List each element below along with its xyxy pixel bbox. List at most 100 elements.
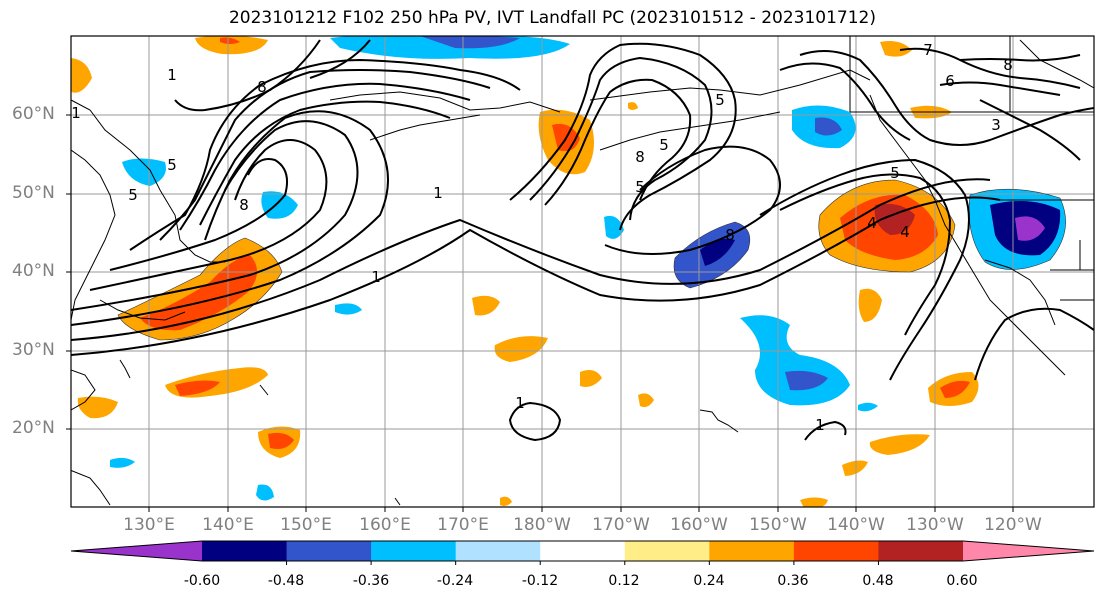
- colorbar-segment: [709, 541, 795, 561]
- lon-label-170w: 170°W: [592, 515, 650, 535]
- colorbar-tick-label: -0.24: [436, 573, 474, 589]
- contour-label: 5: [635, 178, 645, 196]
- colorbar-segment: [455, 541, 541, 561]
- lon-label-140e: 140°E: [202, 515, 254, 535]
- lat-label-60n: 60°N: [12, 104, 55, 124]
- colorbar-segment: [202, 541, 288, 561]
- shade-neg-small1: [335, 303, 362, 315]
- lon-label-170e: 170°E: [437, 515, 489, 535]
- lon-label-150e: 150°E: [280, 515, 332, 535]
- coastlines: [71, 39, 1094, 506]
- contour-label: 1: [433, 184, 443, 202]
- shade-pos-c12: [500, 496, 512, 506]
- colorbar-segment: [793, 541, 879, 561]
- colorbar-outline: [70, 540, 1095, 562]
- shade-pos-c7: [858, 288, 882, 322]
- lat-label-20n: 20°N: [12, 418, 55, 438]
- colorbar: [70, 540, 1095, 565]
- colorbar-tick-label: 0.12: [608, 573, 640, 589]
- shade-pos-c11: [800, 497, 828, 507]
- lon-label-140w: 140°W: [827, 515, 885, 535]
- lon-label-120w: 120°W: [984, 515, 1042, 535]
- gridlines: [71, 36, 1094, 507]
- shade-pos-c13: [880, 41, 912, 57]
- colorbar-tick-label: -0.12: [521, 573, 559, 589]
- contour-label: 5: [715, 91, 725, 109]
- borders: [849, 36, 1094, 301]
- shade-pos-top-core: [220, 37, 240, 44]
- contour-label: 7: [923, 41, 933, 59]
- contour-label: 1: [515, 394, 525, 412]
- tick-marks: [66, 114, 1014, 512]
- colorbar-segment: [624, 541, 710, 561]
- contour-label: 3: [991, 116, 1001, 134]
- map-title: 2023101212 F102 250 hPa PV, IVT Landfall…: [228, 8, 876, 28]
- shade-pos-c15: [638, 393, 654, 408]
- contour-label: 1: [371, 268, 381, 286]
- shade-neg-top-dark: [420, 36, 520, 49]
- shade-pos-c2: [472, 295, 500, 316]
- shade-pos-c3: [580, 370, 602, 387]
- pv-shading: [71, 36, 1066, 507]
- lat-label-30n: 30°N: [12, 340, 55, 360]
- shade-pos-c16: [628, 102, 638, 110]
- colorbar-tick-label: -0.48: [267, 573, 305, 589]
- colorbar-extension-max: [963, 541, 1094, 561]
- colorbar-segment: [878, 541, 964, 561]
- contour-label: 8: [239, 196, 249, 214]
- contour-label: 8: [257, 78, 267, 96]
- shade-pos-c5: [77, 396, 118, 419]
- colorbar-tick-label: 0.36: [777, 573, 809, 589]
- shade-neg-west2: [261, 191, 298, 219]
- contour-label: 1: [815, 416, 825, 434]
- colorbar-tick-label: -0.36: [352, 573, 390, 589]
- shade-neg-hi-dark: [785, 370, 828, 391]
- contour-label: 4: [867, 214, 877, 232]
- shade-pos-c9: [869, 434, 930, 455]
- shade-pos-c1: [494, 336, 548, 362]
- lon-label-160e: 160°E: [359, 515, 411, 535]
- contour-label: 1: [71, 104, 81, 122]
- contour-label: 1: [167, 66, 177, 84]
- shade-neg-small3: [256, 484, 274, 501]
- contour-label: 5: [890, 164, 900, 182]
- contour-label: 4: [900, 223, 910, 241]
- lon-label-150w: 150°W: [749, 515, 807, 535]
- lon-label-160w: 160°W: [670, 515, 728, 535]
- shade-neg-mid: [604, 215, 624, 239]
- shade-pos-nw: [71, 58, 92, 93]
- shade-pos-c6-core: [268, 432, 294, 449]
- shade-pos-c10: [842, 460, 868, 476]
- shade-pos-top: [195, 36, 268, 55]
- shade-neg-ak-dark: [815, 117, 842, 136]
- lat-label-40n: 40°N: [12, 261, 55, 281]
- shade-neg-small2: [110, 457, 135, 468]
- contour-label: 6: [945, 72, 955, 90]
- shading-outlines: [117, 179, 1066, 341]
- colorbar-tick-label: -0.60: [183, 573, 221, 589]
- colorbar-tick-label: 0.48: [862, 573, 894, 589]
- colorbar-tick-label: 0.60: [946, 573, 978, 589]
- contour-label: 5: [128, 186, 138, 204]
- colorbar-tick-label: 0.24: [693, 573, 725, 589]
- shade-neg-dark1-core: [700, 238, 735, 266]
- shade-neg-east-core: [1015, 216, 1045, 241]
- contour-label: 8: [1003, 56, 1013, 74]
- shade-pos-c8-core: [940, 380, 970, 398]
- lon-label-130w: 130°W: [906, 515, 964, 535]
- shade-pos-c4-core: [175, 380, 220, 396]
- contour-label: 8: [725, 226, 735, 244]
- lat-label-50n: 50°N: [12, 183, 55, 203]
- colorbar-segment: [540, 541, 626, 561]
- contour-label: 5: [659, 136, 669, 154]
- colorbar-segment: [371, 541, 457, 561]
- colorbar-extension-min: [71, 541, 202, 561]
- colorbar-segment: [286, 541, 372, 561]
- pv-contours: [71, 39, 1094, 442]
- shade-pos-ne-core: [874, 203, 915, 235]
- lon-label-180w: 180°W: [513, 515, 571, 535]
- contour-label: 5: [167, 156, 177, 174]
- contour-label: 8: [635, 148, 645, 166]
